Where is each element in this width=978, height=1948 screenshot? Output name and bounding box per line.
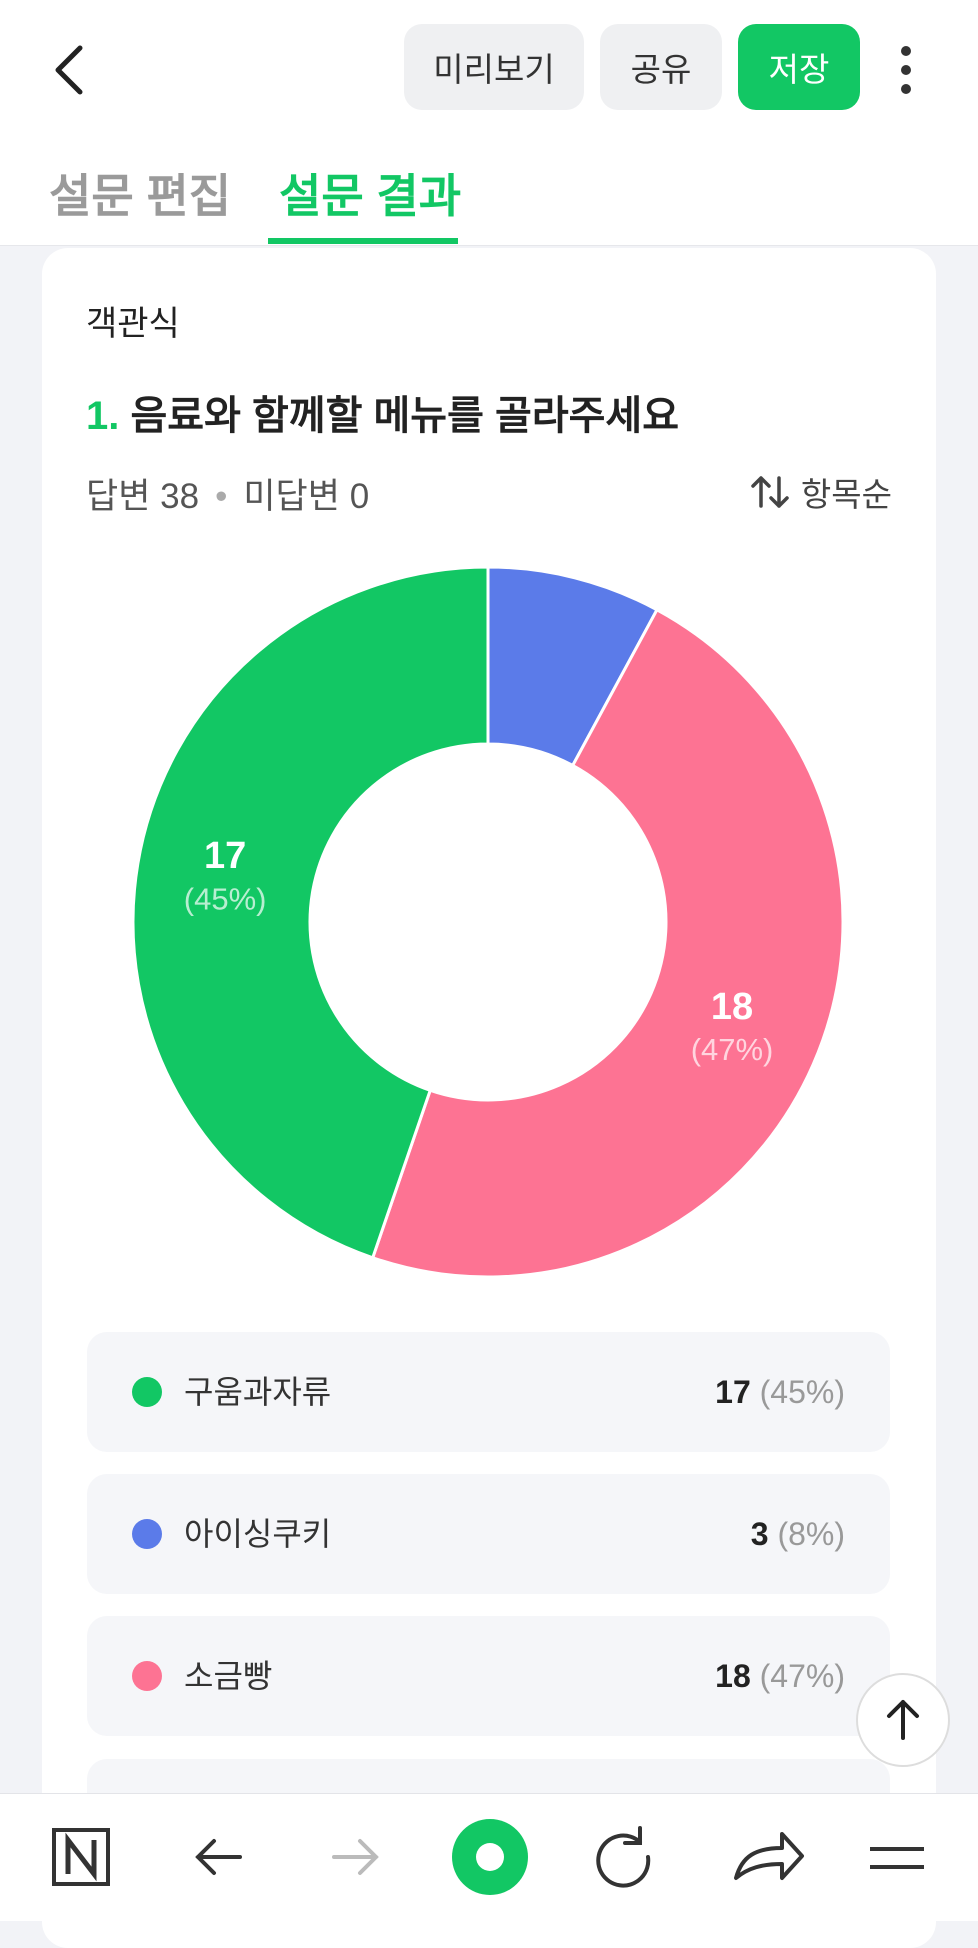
donut-chart: 18 (47%) 17 (45%) bbox=[131, 565, 845, 1279]
top-bar: 미리보기 공유 저장 설문 편집 설문 결과 bbox=[0, 0, 978, 246]
question-text: 음료와 함께할 메뉴를 골라주세요 bbox=[130, 394, 680, 438]
legend-name: 아이싱쿠키 bbox=[184, 1516, 332, 1552]
legend-value: 17 (45%) bbox=[715, 1332, 845, 1452]
unanswered-count: 0 bbox=[349, 477, 370, 516]
browser-nav bbox=[0, 1793, 978, 1921]
naver-home[interactable] bbox=[52, 1828, 110, 1886]
slice-percent-label: (45%) bbox=[184, 881, 267, 916]
tab-edit[interactable]: 설문 편집 bbox=[49, 170, 232, 222]
slice-count-label: 18 bbox=[711, 986, 753, 1028]
legend-count: 3 bbox=[750, 1516, 769, 1552]
legend-dot bbox=[132, 1377, 162, 1407]
nav-icons bbox=[52, 1819, 924, 1895]
nav-forward[interactable] bbox=[332, 1839, 379, 1875]
answer-stats: 답변 38 • 미답변 0 bbox=[86, 477, 370, 516]
legend-name: 소금빵 bbox=[184, 1658, 273, 1694]
question-title: 1. 음료와 함께할 메뉴를 골라주세요 bbox=[86, 383, 679, 441]
legend-row: 아이싱쿠키 3 (8%) bbox=[87, 1474, 890, 1594]
back-button[interactable] bbox=[46, 40, 96, 100]
preview-button[interactable]: 미리보기 bbox=[404, 24, 584, 110]
sort-button[interactable]: 항목순 bbox=[749, 468, 892, 516]
legend-dot bbox=[132, 1519, 162, 1549]
share-button[interactable]: 공유 bbox=[600, 24, 722, 110]
nav-back[interactable] bbox=[195, 1839, 242, 1875]
nav-menu[interactable] bbox=[870, 1847, 924, 1869]
legend-dot bbox=[132, 1661, 162, 1691]
more-button[interactable] bbox=[890, 45, 922, 95]
slice-percent-label: (47%) bbox=[691, 1032, 774, 1067]
legend-count: 17 bbox=[715, 1374, 751, 1410]
legend-value: 3 (8%) bbox=[751, 1474, 845, 1594]
unanswered-label: 미답변 bbox=[243, 477, 340, 516]
legend-count: 18 bbox=[715, 1658, 751, 1694]
question-number: 1. bbox=[86, 394, 120, 438]
donut-slice bbox=[370, 607, 845, 1279]
answered-count: 38 bbox=[160, 477, 200, 516]
nav-refresh[interactable] bbox=[596, 1826, 651, 1888]
legend-name: 구움과자류 bbox=[184, 1374, 332, 1410]
sort-icon bbox=[751, 476, 789, 508]
question-kind: 객관식 bbox=[86, 305, 180, 343]
legend-row: 소금빵 18 (47%) bbox=[87, 1616, 890, 1736]
legend-value: 18 (47%) bbox=[715, 1616, 845, 1736]
tab-underline bbox=[268, 238, 458, 244]
slice-count-label: 17 bbox=[204, 835, 246, 877]
answered-label: 답변 bbox=[86, 477, 151, 516]
save-button[interactable]: 저장 bbox=[738, 24, 860, 110]
nav-home-green[interactable] bbox=[452, 1819, 528, 1895]
legend-row: 구움과자류 17 (45%) bbox=[87, 1332, 890, 1452]
legend-percent: (8%) bbox=[777, 1516, 845, 1552]
tab-results[interactable]: 설문 결과 bbox=[279, 170, 462, 222]
donut-slice bbox=[131, 565, 490, 1260]
legend-percent: (47%) bbox=[759, 1658, 845, 1694]
nav-share[interactable] bbox=[734, 1832, 804, 1880]
sort-label: 항목순 bbox=[800, 476, 892, 513]
scroll-top-button[interactable] bbox=[855, 1672, 951, 1768]
legend-percent: (45%) bbox=[759, 1374, 845, 1410]
